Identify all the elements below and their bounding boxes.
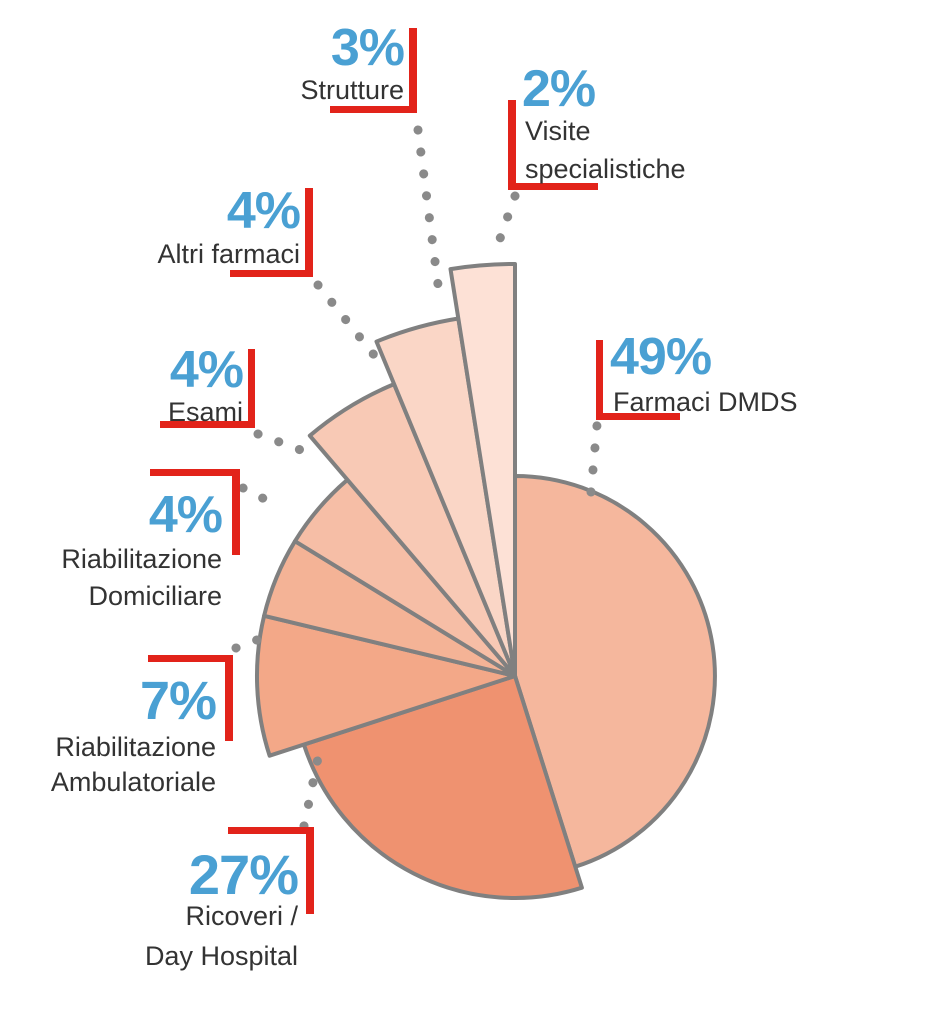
label-markers: [148, 28, 680, 914]
slice-label-riab-amb-line1: Riabilitazione: [55, 732, 216, 762]
leader-line-farmaci-dmds: [586, 420, 602, 497]
marker-bar-riab-amb-horizontal: [148, 655, 233, 662]
slice-label-riab-amb-line2: Ambulatoriale: [51, 767, 216, 797]
marker-bar-ricoveri-horizontal: [228, 827, 314, 834]
marker-bar-farmaci-dmds-horizontal: [596, 413, 680, 420]
marker-bar-esami-vertical: [248, 349, 255, 428]
marker-bar-ricoveri-vertical: [306, 827, 314, 914]
pct-label-esami: 4%: [170, 341, 243, 399]
marker-bar-farmaci-dmds-vertical: [596, 340, 603, 420]
pct-label-strutture: 3%: [331, 19, 404, 77]
leader-line-riab-amb: [231, 633, 267, 653]
slice-label-visite-line2: specialistiche: [525, 154, 686, 184]
slice-label-farmaci-dmds: Farmaci DMDS: [613, 387, 798, 417]
pct-label-farmaci-dmds: 49%: [610, 328, 711, 386]
marker-bar-strutture-vertical: [409, 28, 417, 113]
marker-bar-altri-farmaci-vertical: [305, 188, 313, 277]
leader-line-altri-farmaci: [313, 280, 391, 375]
pct-label-ricoveri: 27%: [189, 843, 298, 906]
slice-label-riab-dom-line1: Riabilitazione: [61, 544, 222, 574]
leader-lines: [231, 125, 602, 831]
leader-line-strutture: [413, 125, 445, 305]
leader-line-esami: [253, 429, 311, 457]
pct-label-riabilitazione-ambulatoriale: 7%: [140, 671, 216, 731]
pie-slice-riab-amb: [255, 613, 517, 758]
marker-bar-esami-horizontal: [160, 421, 255, 428]
leader-line-riab-dom: [238, 483, 287, 513]
marker-bar-strutture-horizontal: [330, 106, 417, 113]
pct-label-visite-specialistiche: 2%: [522, 60, 595, 118]
marker-bar-visite-horizontal: [508, 183, 598, 190]
slice-label-strutture: Strutture: [300, 75, 404, 105]
slice-label-visite-line1: Visite: [525, 116, 591, 146]
marker-bar-visite-vertical: [508, 100, 516, 190]
pct-label-riabilitazione-domiciliare: 4%: [149, 486, 222, 544]
slice-label-riab-dom-line2: Domiciliare: [88, 581, 222, 611]
marker-bar-altri-farmaci-horizontal: [230, 270, 313, 277]
leader-line-visite: [491, 191, 520, 255]
pct-label-altri-farmaci: 4%: [227, 182, 300, 240]
pie-slice-ricoveri: [301, 674, 584, 900]
slice-label-ricoveri-line2: Day Hospital: [145, 941, 298, 971]
slice-label-esami: Esami: [168, 397, 243, 427]
pie-slices: [255, 262, 717, 900]
marker-bar-riab-dom-vertical: [232, 469, 240, 555]
marker-bar-riab-amb-vertical: [225, 655, 233, 741]
pie-slice-visite: [448, 262, 517, 678]
slice-label-ricoveri-line1: Ricoveri /: [185, 901, 298, 931]
slice-label-altri-farmaci: Altri farmaci: [157, 239, 300, 269]
marker-bar-riab-dom-horizontal: [150, 469, 240, 476]
